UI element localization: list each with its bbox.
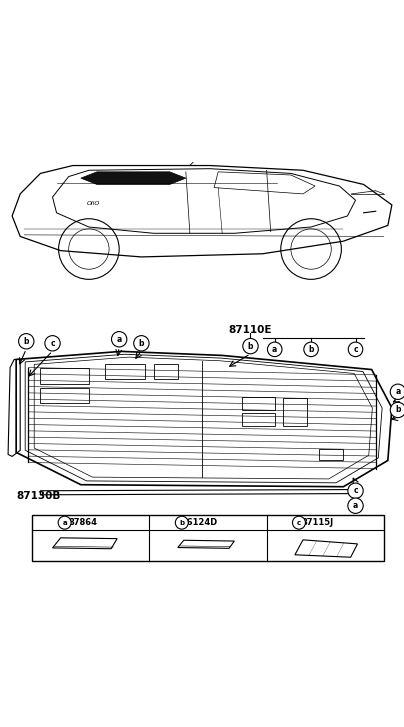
Circle shape bbox=[348, 342, 363, 357]
Circle shape bbox=[243, 339, 258, 354]
Circle shape bbox=[348, 483, 363, 499]
Text: c: c bbox=[297, 520, 301, 526]
Circle shape bbox=[304, 342, 318, 357]
Text: 87130B: 87130B bbox=[16, 491, 61, 501]
Bar bbox=[242, 397, 275, 410]
Text: c: c bbox=[50, 339, 55, 348]
Text: b: b bbox=[23, 337, 29, 346]
Circle shape bbox=[175, 516, 188, 529]
Text: OllO: OllO bbox=[86, 201, 99, 206]
Text: a: a bbox=[272, 345, 277, 354]
Circle shape bbox=[348, 498, 363, 513]
Bar bbox=[40, 368, 89, 384]
Text: a: a bbox=[353, 501, 358, 510]
Bar bbox=[32, 515, 384, 561]
Text: b: b bbox=[179, 520, 184, 526]
Circle shape bbox=[267, 342, 282, 357]
Text: b: b bbox=[139, 339, 144, 348]
Text: 87864: 87864 bbox=[68, 518, 97, 527]
Text: b: b bbox=[308, 345, 314, 354]
Text: a: a bbox=[62, 520, 67, 526]
Circle shape bbox=[390, 384, 404, 399]
Text: 87115J: 87115J bbox=[301, 518, 333, 527]
Bar bbox=[319, 449, 343, 460]
Bar bbox=[40, 387, 89, 403]
Circle shape bbox=[112, 332, 127, 347]
Circle shape bbox=[292, 516, 305, 529]
Circle shape bbox=[45, 336, 60, 351]
Bar bbox=[242, 413, 275, 426]
Text: 87110E: 87110E bbox=[229, 324, 272, 334]
Bar bbox=[105, 364, 145, 379]
Text: c: c bbox=[353, 486, 358, 495]
Text: c: c bbox=[353, 345, 358, 354]
Polygon shape bbox=[81, 172, 186, 185]
Text: 86124D: 86124D bbox=[182, 518, 218, 527]
Circle shape bbox=[134, 336, 149, 351]
Bar bbox=[283, 398, 307, 426]
Text: a: a bbox=[117, 334, 122, 344]
Text: b: b bbox=[395, 406, 401, 414]
Circle shape bbox=[390, 402, 404, 417]
Circle shape bbox=[58, 516, 71, 529]
Bar bbox=[154, 364, 178, 379]
Text: a: a bbox=[396, 387, 400, 396]
Text: b: b bbox=[248, 342, 253, 350]
Circle shape bbox=[19, 334, 34, 349]
